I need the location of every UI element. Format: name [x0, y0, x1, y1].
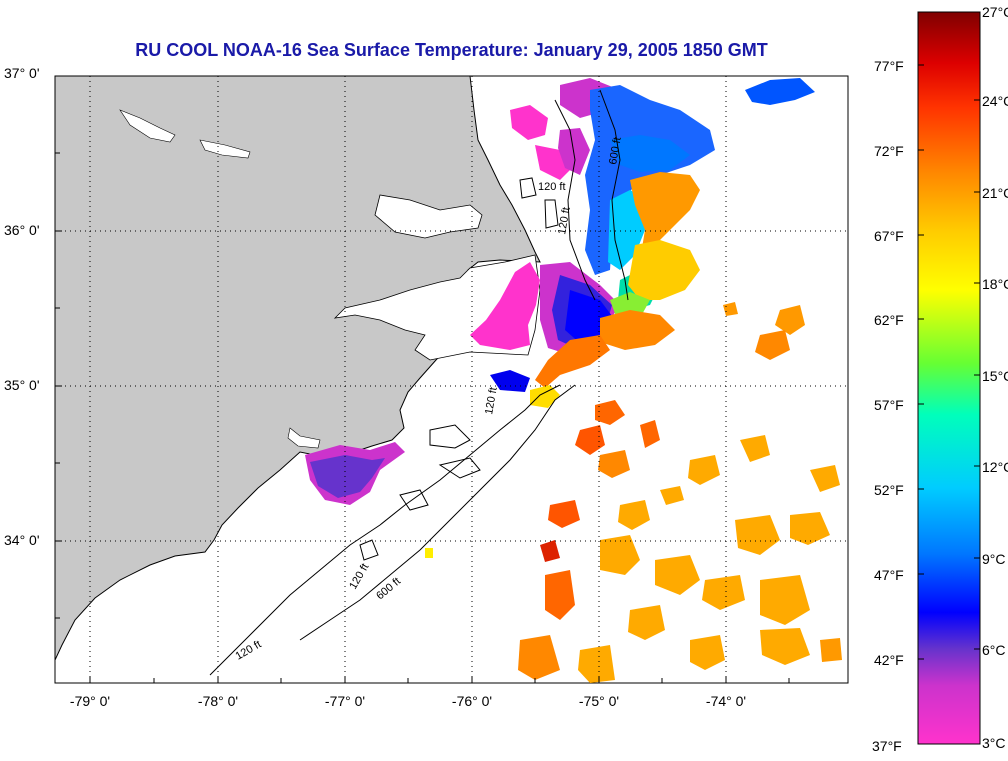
lon-label: -75° 0'	[578, 693, 620, 709]
colorbar-fahrenheit-label: 57°F	[874, 397, 904, 413]
sst-warm-patches	[425, 172, 842, 683]
contour-label: 120 ft	[483, 386, 500, 415]
albemarle-sound	[374, 194, 483, 239]
lat-label: 34° 0'	[4, 532, 40, 548]
colorbar-celsius-label: 21°C	[982, 185, 1008, 201]
lon-label: -79° 0'	[69, 693, 111, 709]
contour-label: 600 ft	[607, 136, 624, 165]
colorbar-ticks	[918, 64, 980, 660]
lat-label: 36° 0'	[4, 222, 40, 238]
colorbar-fahrenheit-label: 47°F	[874, 567, 904, 583]
colorbar-fahrenheit-label: 72°F	[874, 143, 904, 159]
lon-label: -77° 0'	[324, 693, 366, 709]
axis-ticks	[55, 75, 790, 683]
colorbar-celsius-label: 27°C	[982, 4, 1008, 20]
lon-label: -74° 0'	[705, 693, 747, 709]
colorbar-celsius-label: 6°C	[982, 642, 1006, 658]
colorbar-fahrenheit-label: 42°F	[874, 652, 904, 668]
river-inlet-3	[287, 427, 321, 449]
lat-label: 37° 0'	[4, 65, 40, 81]
colorbar-fahrenheit-label: 62°F	[874, 312, 904, 328]
colorbar-celsius-label: 24°C	[982, 93, 1008, 109]
colorbar-fahrenheit-label: 67°F	[874, 228, 904, 244]
map-title: RU COOL NOAA-16 Sea Surface Temperature:…	[135, 40, 768, 60]
colorbar-fahrenheit-label: 37°F	[872, 738, 902, 754]
colorbar-fahrenheit-label: 52°F	[874, 482, 904, 498]
colorbar-celsius-label: 9°C	[982, 551, 1006, 567]
bathymetry-contours	[209, 89, 629, 676]
colorbar	[917, 11, 981, 745]
colorbar-fahrenheit-label: 77°F	[874, 58, 904, 74]
colorbar-celsius-label: 12°C	[982, 459, 1008, 475]
graticule	[55, 76, 848, 683]
lon-label: -76° 0'	[451, 693, 493, 709]
lat-label: 35° 0'	[4, 377, 40, 393]
colorbar-celsius-label: 3°C	[982, 735, 1006, 751]
lon-label: -78° 0'	[197, 693, 239, 709]
river-inlet	[119, 109, 176, 143]
river-inlet-2	[199, 139, 251, 159]
colorbar-celsius-label: 18°C	[982, 276, 1008, 292]
contour-label: 120 ft	[538, 181, 566, 193]
colorbar-celsius-label: 15°C	[982, 368, 1008, 384]
contour-label: 120 ft	[556, 206, 573, 235]
